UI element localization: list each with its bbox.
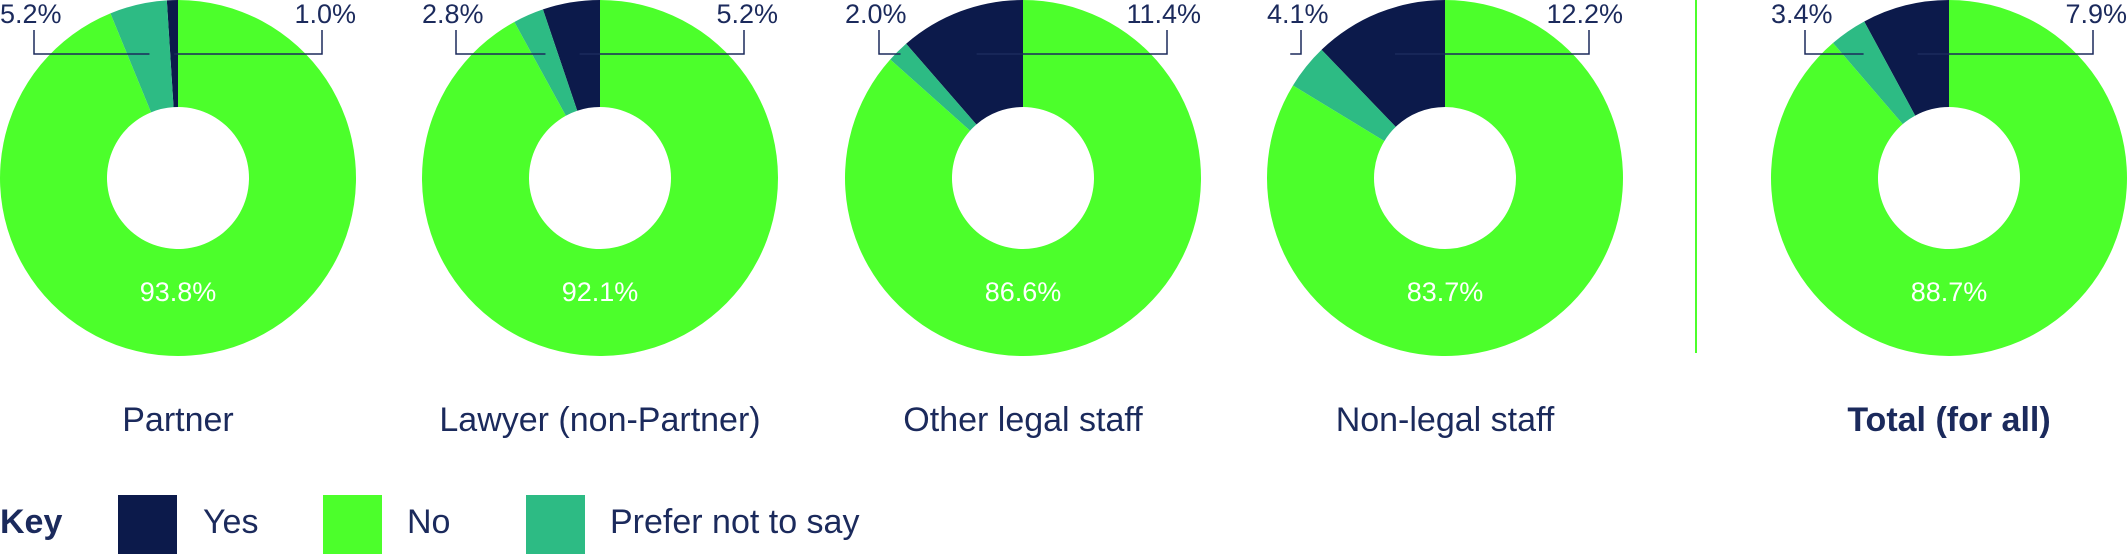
chart-title: Partner [122, 401, 234, 439]
value-label: 11.4% [1126, 0, 1201, 29]
pie-slice [422, 0, 778, 356]
value-label: 93.8% [140, 277, 217, 307]
pie-slice [542, 0, 600, 111]
leader-line [976, 30, 1168, 55]
value-label: 3.4% [1771, 0, 1833, 29]
leader-line [579, 30, 745, 55]
legend-swatch [526, 495, 585, 554]
pie-slice [845, 0, 1201, 356]
value-label: 4.1% [1267, 0, 1329, 29]
value-label: 7.9% [2065, 0, 2127, 29]
value-label: 5.2% [0, 0, 62, 29]
chart-title: Total (for all) [1847, 401, 2050, 439]
leader-line [455, 30, 546, 55]
value-label: 12.2% [1546, 0, 1623, 29]
value-label: 88.7% [1911, 277, 1988, 307]
leader-line [1804, 30, 1864, 55]
value-label: 86.6% [985, 277, 1062, 307]
chart-title: Non-legal staff [1336, 401, 1555, 439]
pie-slice [1267, 0, 1623, 356]
leader-line [1290, 30, 1302, 55]
legend-label: No [407, 503, 450, 541]
leader-line [1917, 30, 2094, 55]
pie-slice [1832, 21, 1916, 125]
legend-title: Key [0, 503, 62, 541]
leader-line [878, 30, 901, 55]
pie-slice [1864, 0, 1949, 116]
pie-slice [890, 43, 977, 131]
legend-label: Prefer not to say [610, 503, 859, 541]
value-label: 5.2% [716, 0, 778, 29]
pie-slice [1770, 0, 2127, 356]
pie-slice [906, 0, 1023, 125]
pie-slice [166, 0, 178, 108]
pie-slice [0, 0, 356, 356]
leader-line [174, 30, 323, 55]
value-label: 92.1% [562, 277, 639, 307]
legend-swatch [323, 495, 382, 554]
leader-line [1395, 30, 1590, 55]
pie-slice [514, 9, 578, 116]
pie-slice [1292, 49, 1396, 142]
chart-title: Other legal staff [903, 401, 1143, 439]
chart-title: Lawyer (non-Partner) [439, 401, 760, 439]
pie-slice [1321, 0, 1445, 127]
legend-swatch [118, 495, 177, 554]
legend-label: Yes [203, 503, 258, 541]
value-label: 2.0% [845, 0, 907, 29]
leader-line [33, 30, 150, 55]
value-label: 2.8% [422, 0, 484, 29]
value-label: 83.7% [1407, 277, 1484, 307]
pie-slice [110, 0, 174, 113]
value-label: 1.0% [294, 0, 356, 29]
